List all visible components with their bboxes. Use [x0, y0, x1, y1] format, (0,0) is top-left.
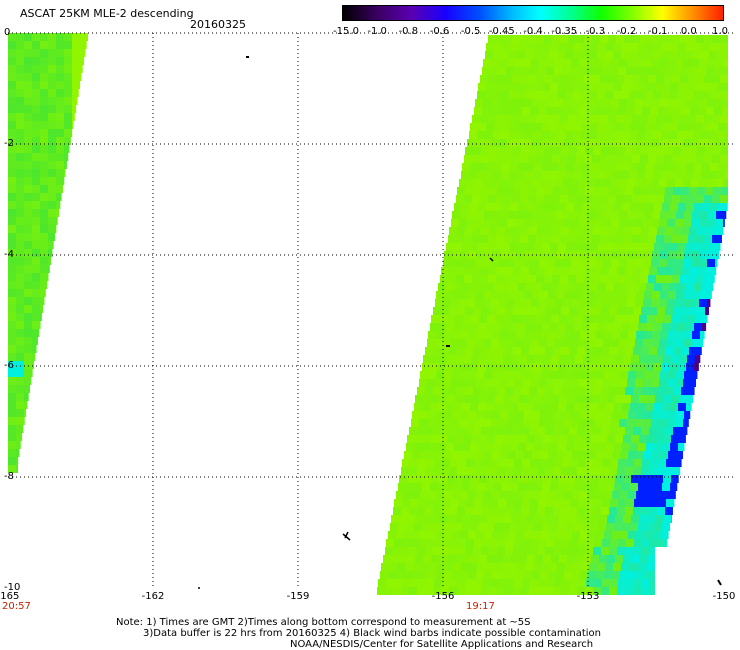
y-axis-label: 0 [4, 27, 11, 38]
colorbar [342, 5, 724, 21]
colorbar-tick-label: 1.0 [712, 26, 728, 37]
colorbar-tick-label: -15.0 [333, 26, 359, 37]
right-swath [377, 35, 728, 595]
wind-barbs [198, 56, 722, 589]
wind-barb [489, 257, 494, 262]
map-date: 20160325 [190, 18, 246, 31]
x-axis-label: -153 [576, 591, 600, 602]
y-axis-label: -4 [4, 249, 14, 260]
colorbar-tick-label: -0.35 [551, 26, 578, 37]
note-line-3: NOAA/NESDIS/Center for Satellite Applica… [290, 639, 594, 650]
map-grid [8, 32, 736, 588]
x-axis-label: -165 [0, 591, 20, 602]
time-label-left: 20:57 [2, 601, 31, 612]
y-axis-label: -2 [4, 138, 14, 149]
colorbar-tick-label: 0.0 [680, 26, 697, 37]
y-axis-label: -10 [4, 582, 21, 593]
y-axis-label: -8 [4, 471, 14, 482]
colorbar-tick-label: -0.1 [647, 26, 668, 37]
x-axis-label: -150 [712, 591, 736, 602]
x-axis-label: -159 [286, 591, 310, 602]
map-title: ASCAT 25KM MLE-2 descending [20, 7, 194, 20]
wind-barb [342, 531, 351, 541]
y-axis-label: -6 [4, 360, 14, 371]
time-label-center: 19:17 [466, 601, 495, 612]
left-swath [8, 33, 88, 473]
colorbar-tick-label: -0.8 [398, 26, 419, 37]
colorbar-tick-label: -0.4 [523, 26, 543, 37]
colorbar-tick-label: -0.6 [429, 26, 450, 37]
x-axis-label: -156 [431, 591, 455, 602]
wind-barb [717, 579, 722, 586]
colorbar-tick-label: -1.0 [367, 26, 387, 37]
colorbar-tick-label: -0.5 [460, 26, 481, 37]
colorbar-tick-label: -0.45 [488, 26, 515, 37]
colorbar-tick-label: -0.2 [616, 26, 637, 37]
note-line-1: Note: 1) Times are GMT 2)Times along bot… [116, 617, 531, 628]
colorbar-tick-label: -0.3 [585, 26, 606, 37]
note-line-2: 3)Data buffer is 22 hrs from 20160325 4)… [143, 628, 601, 639]
x-axis-label: -162 [141, 591, 165, 602]
